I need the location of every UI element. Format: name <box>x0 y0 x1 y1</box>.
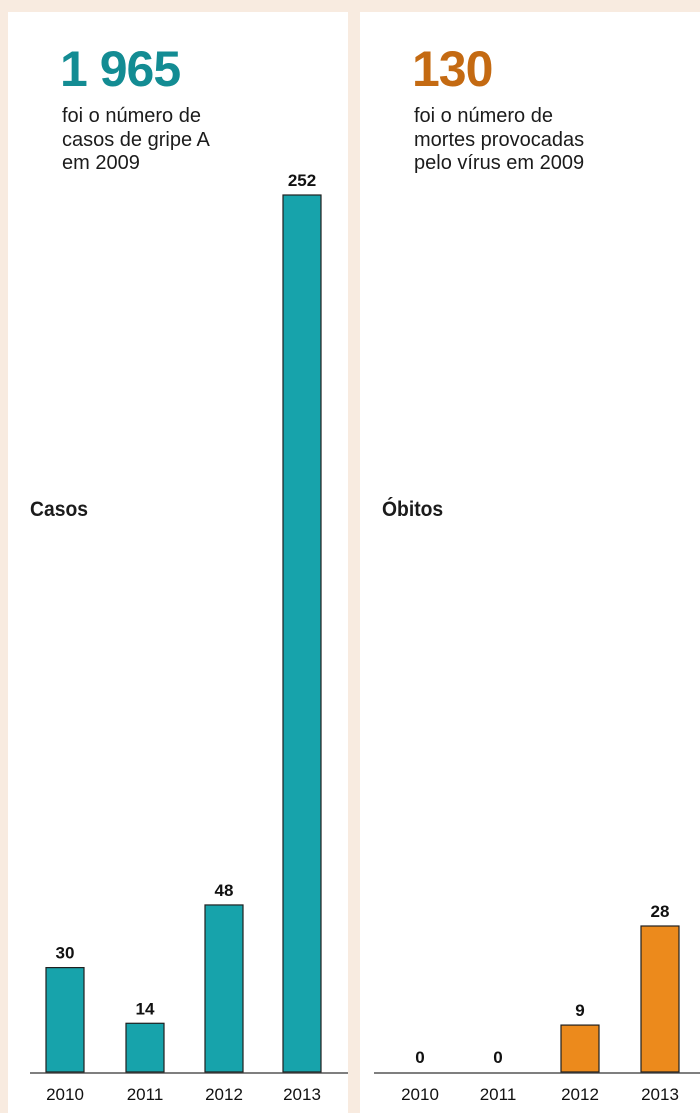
cases-value-label-2011: 14 <box>136 999 155 1018</box>
deaths-tick-label-2010: 2010 <box>401 1085 439 1104</box>
cases-subtitle: foi o número de casos de gripe A em 2009 <box>62 105 210 174</box>
cases-value-label-2010: 30 <box>56 944 75 963</box>
deaths-value-label-2011: 0 <box>493 1048 502 1067</box>
deaths-panel: 130 foi o número de mortes provocadas pe… <box>360 12 700 1113</box>
cases-bar-2012 <box>204 904 244 1073</box>
deaths-series-label: Óbitos <box>382 498 444 521</box>
deaths-tick-label-2013: 2013 <box>641 1085 679 1104</box>
cases-series-label: Casos <box>30 498 88 521</box>
deaths-tick-label-2012: 2012 <box>561 1085 599 1104</box>
deaths-value-label-2012: 9 <box>575 1001 584 1020</box>
cases-value-label-2013: 252 <box>288 171 316 190</box>
deaths-tick-label-2011: 2011 <box>480 1085 517 1104</box>
cases-tick-label-2012: 2012 <box>205 1085 243 1104</box>
cases-tick-label-2011: 2011 <box>127 1085 164 1104</box>
cases-headline-number: 1 965 <box>60 41 181 97</box>
deaths-headline-number: 130 <box>412 41 493 97</box>
cases-bar-2013 <box>282 194 322 1073</box>
deaths-value-label-2010: 0 <box>415 1048 424 1067</box>
cases-bar-2010 <box>45 966 85 1073</box>
deaths-subtitle: foi o número de mortes provocadas pelo v… <box>414 105 585 174</box>
cases-value-label-2012: 48 <box>215 881 234 900</box>
cases-bar-chart: 30 2010 14 2011 48 2012 252 2013 <box>30 171 348 1104</box>
deaths-bar-2013 <box>640 925 680 1073</box>
cases-bar-2011 <box>125 1022 165 1073</box>
cases-tick-label-2010: 2010 <box>46 1085 84 1104</box>
cases-tick-label-2013: 2013 <box>283 1085 321 1104</box>
deaths-bar-2012 <box>560 1024 600 1073</box>
cases-panel: 1 965 foi o número de casos de gripe A e… <box>8 12 348 1113</box>
deaths-value-label-2013: 28 <box>651 902 670 921</box>
deaths-bar-chart: 0 2010 0 2011 9 2012 28 2013 <box>374 902 700 1104</box>
